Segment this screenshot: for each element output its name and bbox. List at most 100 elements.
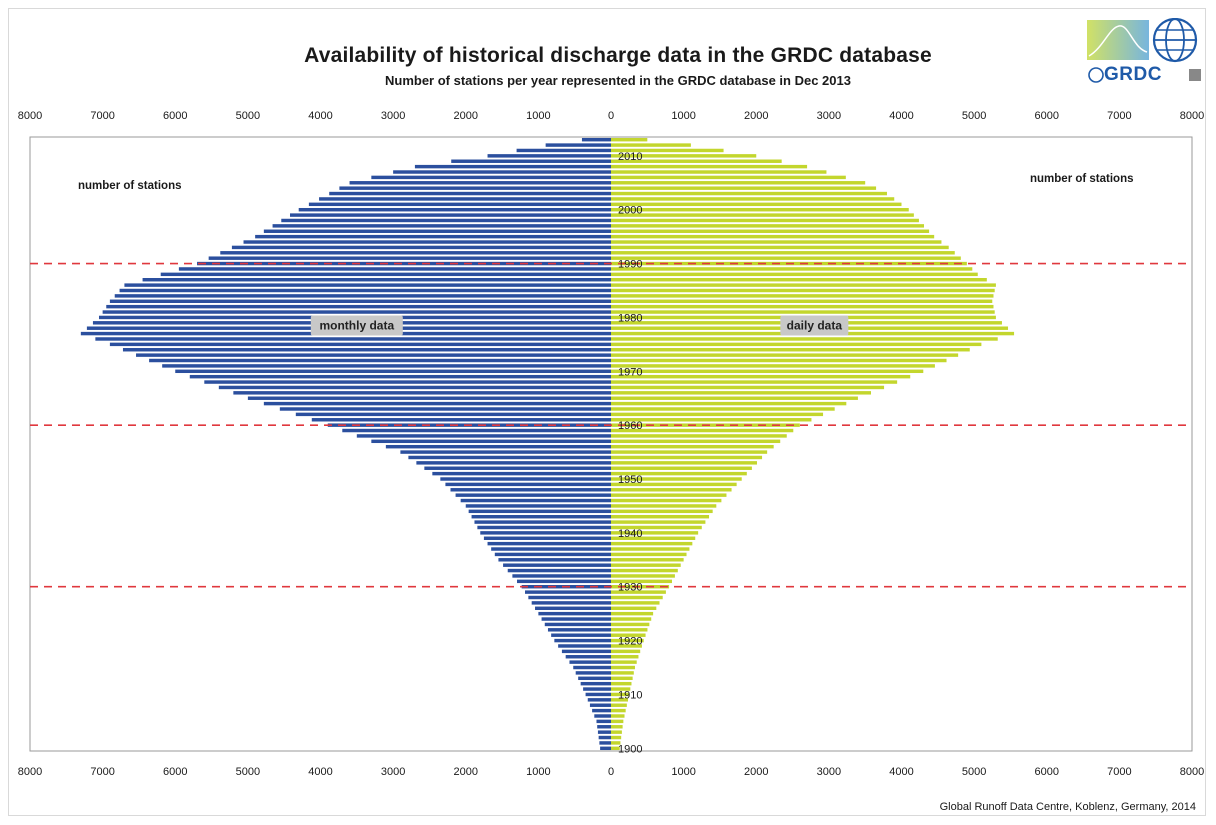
daily-bar-1933 bbox=[611, 568, 678, 573]
monthly-bar-1983 bbox=[109, 299, 611, 303]
daily-bar-1942 bbox=[611, 520, 706, 524]
monthly-bar-1955 bbox=[400, 450, 611, 454]
daily-bar-1952 bbox=[611, 466, 752, 470]
x-tick-bottom-7: 1000 bbox=[526, 766, 550, 778]
monthly-bar-1968 bbox=[204, 380, 612, 384]
x-tick-top-2: 6000 bbox=[163, 110, 187, 122]
daily-bar-1911 bbox=[611, 687, 631, 691]
year-label-1990: 1990 bbox=[618, 259, 642, 271]
x-tick-top-10: 2000 bbox=[744, 110, 768, 122]
chart-frame bbox=[8, 8, 1206, 816]
daily-bar-2002 bbox=[611, 197, 895, 201]
monthly-bar-1931 bbox=[517, 579, 611, 584]
daily-bar-1935 bbox=[611, 558, 684, 562]
daily-bar-1993 bbox=[611, 245, 949, 250]
daily-bar-1997 bbox=[611, 224, 925, 228]
monthly-bar-2006 bbox=[371, 175, 611, 180]
daily-bar-1958 bbox=[611, 434, 787, 438]
x-tick-top-0: 8000 bbox=[18, 110, 42, 122]
chart-title: Availability of historical discharge dat… bbox=[304, 44, 932, 67]
daily-bar-1912 bbox=[611, 681, 632, 686]
daily-bar-1959 bbox=[611, 428, 794, 433]
x-tick-bottom-3: 5000 bbox=[236, 766, 260, 778]
daily-bar-1989 bbox=[611, 267, 973, 271]
monthly-bar-1990 bbox=[197, 261, 612, 266]
daily-bar-1953 bbox=[611, 461, 757, 465]
daily-bar-1925 bbox=[611, 611, 654, 616]
daily-bar-1991 bbox=[611, 256, 961, 260]
grdc-logo bbox=[1087, 18, 1201, 83]
monthly-bar-1988 bbox=[160, 272, 611, 277]
daily-bar-1962 bbox=[611, 412, 824, 417]
daily-bar-1963 bbox=[611, 407, 835, 411]
daily-bar-2008 bbox=[611, 164, 808, 169]
monthly-bar-1987 bbox=[142, 278, 611, 282]
monthly-bar-1950 bbox=[440, 477, 611, 481]
daily-bar-1968 bbox=[611, 380, 898, 384]
daily-bar-1957 bbox=[611, 439, 781, 444]
monthly-bar-1958 bbox=[356, 434, 611, 438]
daily-bar-1946 bbox=[611, 498, 722, 503]
monthly-bar-1942 bbox=[474, 520, 611, 524]
x-tick-bottom-11: 3000 bbox=[817, 766, 841, 778]
daily-bar-1938 bbox=[611, 541, 693, 546]
monthly-bar-1915 bbox=[573, 665, 612, 670]
monthly-bar-1962 bbox=[295, 412, 611, 417]
x-tick-bottom-10: 2000 bbox=[744, 766, 768, 778]
daily-bar-1955 bbox=[611, 450, 768, 454]
x-tick-bottom-15: 7000 bbox=[1107, 766, 1131, 778]
monthly-bar-1928 bbox=[528, 595, 611, 600]
monthly-bar-1973 bbox=[136, 353, 611, 357]
monthly-bar-1984 bbox=[114, 294, 611, 298]
daily-bar-1974 bbox=[611, 348, 970, 352]
daily-bar-1934 bbox=[611, 563, 681, 567]
monthly-bar-1921 bbox=[551, 633, 611, 637]
daily-bar-1972 bbox=[611, 358, 947, 363]
monthly-bar-1936 bbox=[494, 552, 611, 557]
daily-bar-2007 bbox=[611, 170, 827, 174]
monthly-bar-1999 bbox=[290, 213, 611, 217]
monthly-bar-1903 bbox=[597, 730, 611, 734]
monthly-bar-1923 bbox=[544, 622, 611, 627]
monthly-bar-1961 bbox=[311, 418, 611, 422]
daily-bar-1951 bbox=[611, 471, 747, 476]
monthly-bar-1954 bbox=[408, 455, 611, 460]
monthly-bar-1935 bbox=[498, 558, 611, 562]
monthly-bar-1919 bbox=[558, 644, 611, 648]
x-tick-top-14: 6000 bbox=[1035, 110, 1059, 122]
monthly-bar-1959 bbox=[342, 428, 611, 433]
monthly-label-box bbox=[310, 315, 403, 336]
monthly-bar-1966 bbox=[233, 391, 611, 395]
daily-bar-1939 bbox=[611, 536, 696, 540]
daily-bar-1932 bbox=[611, 574, 675, 578]
monthly-bar-1953 bbox=[416, 461, 612, 465]
daily-bar-1950 bbox=[611, 477, 742, 481]
daily-bar-1975 bbox=[611, 342, 982, 347]
daily-bar-1929 bbox=[611, 590, 666, 594]
x-tick-top-13: 5000 bbox=[962, 110, 986, 122]
monthly-bar-1991 bbox=[208, 256, 611, 260]
monthly-bar-1992 bbox=[220, 251, 611, 255]
daily-bar-1906 bbox=[611, 714, 625, 718]
x-tick-top-4: 4000 bbox=[308, 110, 332, 122]
daily-bar-1921 bbox=[611, 633, 646, 637]
monthly-bar-2001 bbox=[308, 202, 611, 207]
daily-bar-1930 bbox=[611, 585, 670, 589]
monthly-bar-1975 bbox=[109, 342, 611, 347]
monthly-bar-1947 bbox=[455, 493, 611, 497]
monthly-bar-2000 bbox=[298, 207, 611, 212]
footer-credit: Global Runoff Data Centre, Koblenz, Germ… bbox=[939, 801, 1196, 813]
monthly-bar-1996 bbox=[263, 229, 611, 233]
daily-bar-1914 bbox=[611, 671, 634, 675]
monthly-bar-1934 bbox=[503, 563, 611, 567]
x-tick-top-5: 3000 bbox=[381, 110, 405, 122]
daily-bar-1988 bbox=[611, 272, 978, 277]
x-tick-top-15: 7000 bbox=[1107, 110, 1131, 122]
daily-bar-1996 bbox=[611, 229, 930, 233]
daily-bar-1902 bbox=[611, 735, 622, 740]
daily-bar-1913 bbox=[611, 676, 633, 681]
year-label-1920: 1920 bbox=[618, 636, 642, 648]
daily-data-label: daily data bbox=[787, 319, 843, 333]
monthly-data-label: monthly data bbox=[319, 319, 394, 333]
monthly-bar-1911 bbox=[583, 687, 611, 691]
